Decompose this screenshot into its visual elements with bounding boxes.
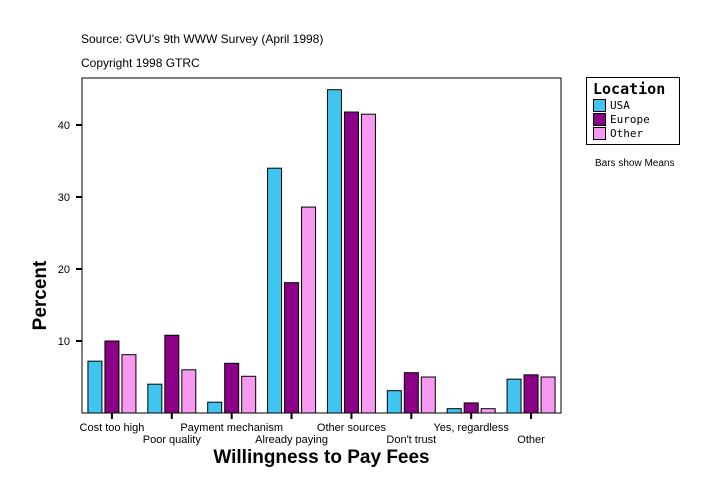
y-tick-label: 20 [58,264,70,276]
bar-other [181,369,197,414]
plot-area [81,77,562,414]
bar-usa [446,408,462,414]
bar-other [480,408,496,414]
legend-label: Other [610,126,644,140]
bar-europe [224,362,240,414]
bar-europe [403,372,419,414]
bar-other [420,376,436,414]
x-tick-label: Other sources [317,422,387,434]
bar-europe [284,282,300,414]
bar-usa [207,401,223,414]
bar-europe [523,374,539,414]
y-tick-label: 10 [58,336,70,348]
legend: Location USA Europe Other [586,77,680,145]
x-tick-label: Cost too high [80,422,145,434]
bar-usa [506,378,522,414]
legend-item-europe: Europe [593,112,679,126]
bar-other [301,206,317,414]
legend-title: Location [593,80,666,98]
y-tick-label: 40 [58,120,70,132]
bar-usa [147,383,163,414]
bars-note: Bars show Means [595,158,675,169]
bar-europe [343,111,359,414]
bar-other [121,354,137,414]
legend-label: USA [610,98,630,112]
bar-usa [267,167,283,414]
bar-usa [87,360,103,414]
y-axis-label: Percent [30,260,51,330]
x-tick-label: Poor quality [143,434,202,446]
bar-europe [463,402,479,414]
bar-usa [386,390,402,414]
legend-swatch [593,126,606,140]
x-tick-label: Already paying [255,434,328,446]
x-tick-label: Yes, regardless [433,422,509,434]
copyright-text: Copyright 1998 GTRC [81,56,200,70]
bar-other [540,376,556,414]
legend-swatch [593,112,606,126]
bar-usa [326,89,342,414]
bar-other [241,375,257,414]
legend-item-usa: USA [593,98,679,112]
legend-label: Europe [610,112,650,126]
x-tick-label: Other [517,434,545,446]
bar-other [360,113,376,414]
bar-europe [104,340,120,414]
y-tick-label: 30 [58,192,70,204]
bar-europe [164,334,180,414]
legend-item-other: Other [593,126,679,140]
x-tick-label: Don't trust [386,434,436,446]
x-tick-label: Payment mechanism [180,422,283,434]
legend-swatch [593,98,606,112]
x-axis-label: Willingness to Pay Fees [213,447,429,468]
source-text: Source: GVU's 9th WWW Survey (April 1998… [81,32,324,46]
